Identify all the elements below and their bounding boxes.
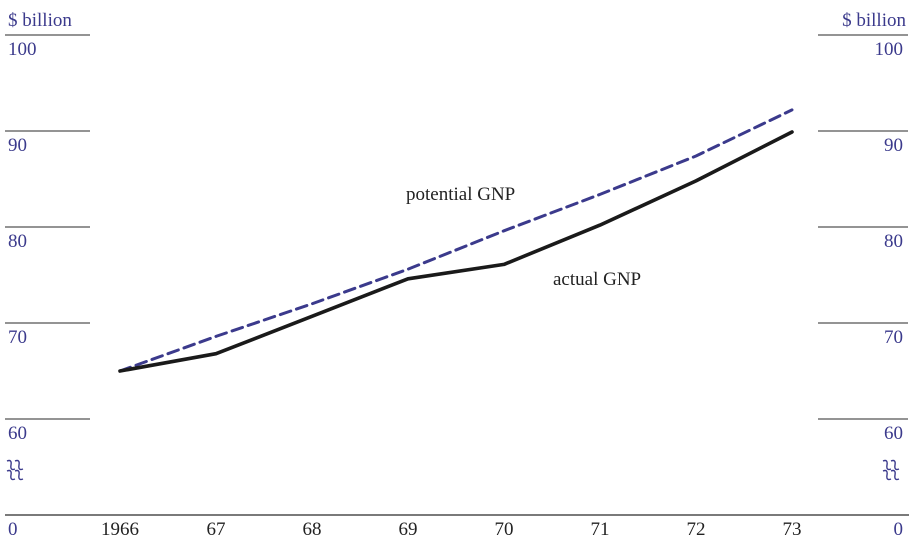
x-tick-label: 67: [207, 519, 226, 539]
right-tick-label: 80: [884, 231, 903, 252]
x-tick-label: 1966: [101, 519, 139, 539]
left-axis-ticks: 100 90 80 70 60: [5, 34, 90, 444]
left-tick-label: 100: [8, 39, 37, 60]
x-axis-labels: 1966 67 68 69 70 71 72 73: [101, 519, 802, 539]
right-zero-label: 0: [894, 519, 904, 539]
left-tick-label: 70: [8, 327, 27, 348]
series-lines: [118, 108, 794, 373]
axis-break-icon: [6, 459, 24, 481]
left-tick-label: 80: [8, 231, 27, 252]
x-tick-label: 70: [495, 519, 514, 539]
left-tick-label: 60: [8, 423, 27, 444]
x-tick-label: 72: [687, 519, 706, 539]
x-tick-label: 68: [303, 519, 322, 539]
right-tick-label: 90: [884, 135, 903, 156]
axis-breaks: [6, 459, 900, 481]
x-tick-label: 73: [783, 519, 802, 539]
axis-break-icon: [882, 459, 900, 481]
left-zero-label: 0: [8, 519, 18, 539]
x-tick-label: 69: [399, 519, 418, 539]
x-tick-label: 71: [591, 519, 610, 539]
left-unit-label: $ billion: [8, 10, 72, 31]
right-unit-label: $ billion: [842, 10, 906, 31]
right-tick-label: 70: [884, 327, 903, 348]
right-axis-ticks: 100 90 80 70 60: [818, 34, 908, 444]
right-tick-label: 60: [884, 423, 903, 444]
right-tick-label: 100: [875, 39, 904, 60]
series-line-actual-gnp: [118, 130, 794, 373]
series-line-potential-gnp: [118, 108, 794, 373]
series-label-actual-gnp: actual GNP: [553, 269, 641, 290]
left-tick-label: 90: [8, 135, 27, 156]
series-label-potential-gnp: potential GNP: [406, 184, 515, 205]
